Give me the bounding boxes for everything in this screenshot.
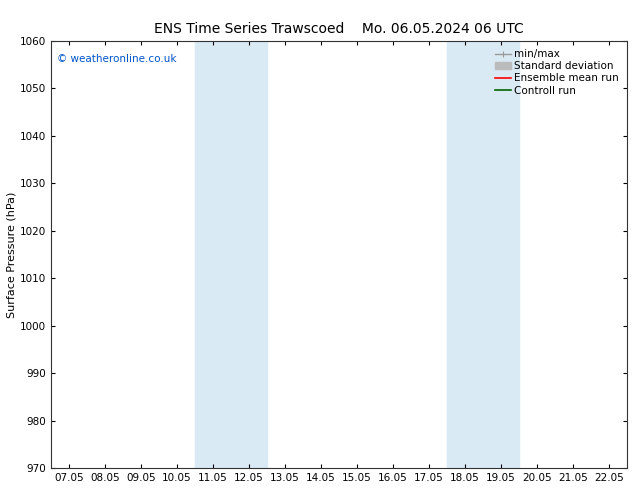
Text: © weatheronline.co.uk: © weatheronline.co.uk <box>56 54 176 64</box>
Y-axis label: Surface Pressure (hPa): Surface Pressure (hPa) <box>7 192 17 318</box>
Bar <box>447 41 519 468</box>
Title: ENS Time Series Trawscoed    Mo. 06.05.2024 06 UTC: ENS Time Series Trawscoed Mo. 06.05.2024… <box>154 22 524 36</box>
Bar <box>195 41 267 468</box>
Legend: min/max, Standard deviation, Ensemble mean run, Controll run: min/max, Standard deviation, Ensemble me… <box>492 46 622 98</box>
